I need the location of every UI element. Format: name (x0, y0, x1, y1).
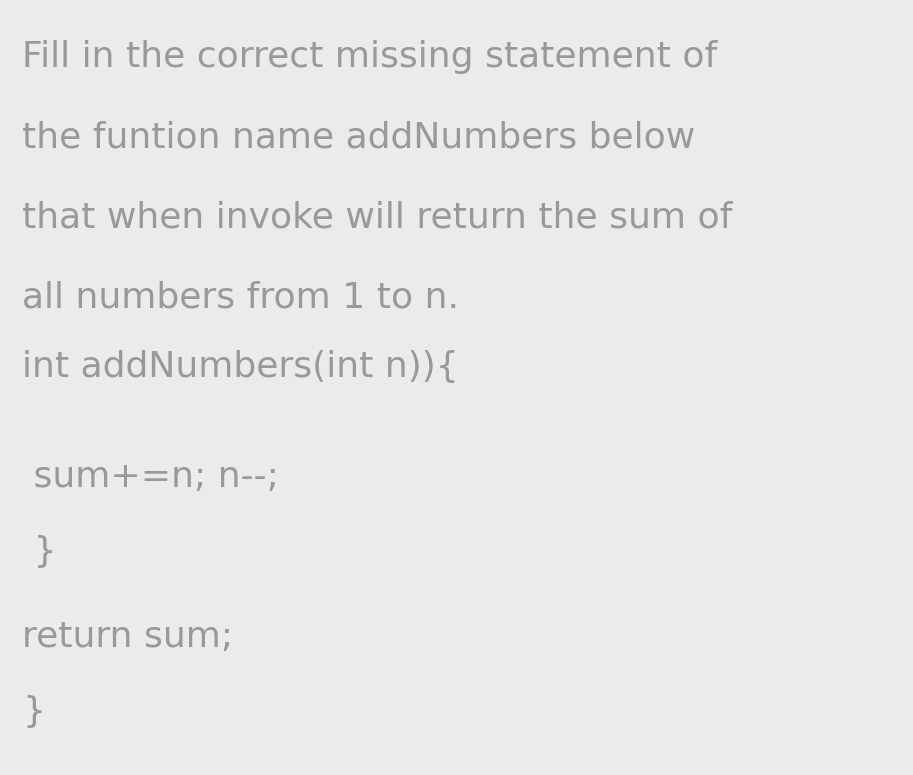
Text: return sum;: return sum; (22, 620, 233, 654)
Text: the funtion name addNumbers below: the funtion name addNumbers below (22, 120, 696, 154)
Text: sum+=n; n--;: sum+=n; n--; (22, 460, 278, 494)
Text: Fill in the correct missing statement of: Fill in the correct missing statement of (22, 40, 718, 74)
Text: }: } (22, 695, 45, 729)
Text: }: } (22, 535, 57, 569)
Text: that when invoke will return the sum of: that when invoke will return the sum of (22, 200, 732, 234)
Text: int addNumbers(int n)){: int addNumbers(int n)){ (22, 350, 458, 384)
Text: all numbers from 1 to n.: all numbers from 1 to n. (22, 280, 459, 314)
